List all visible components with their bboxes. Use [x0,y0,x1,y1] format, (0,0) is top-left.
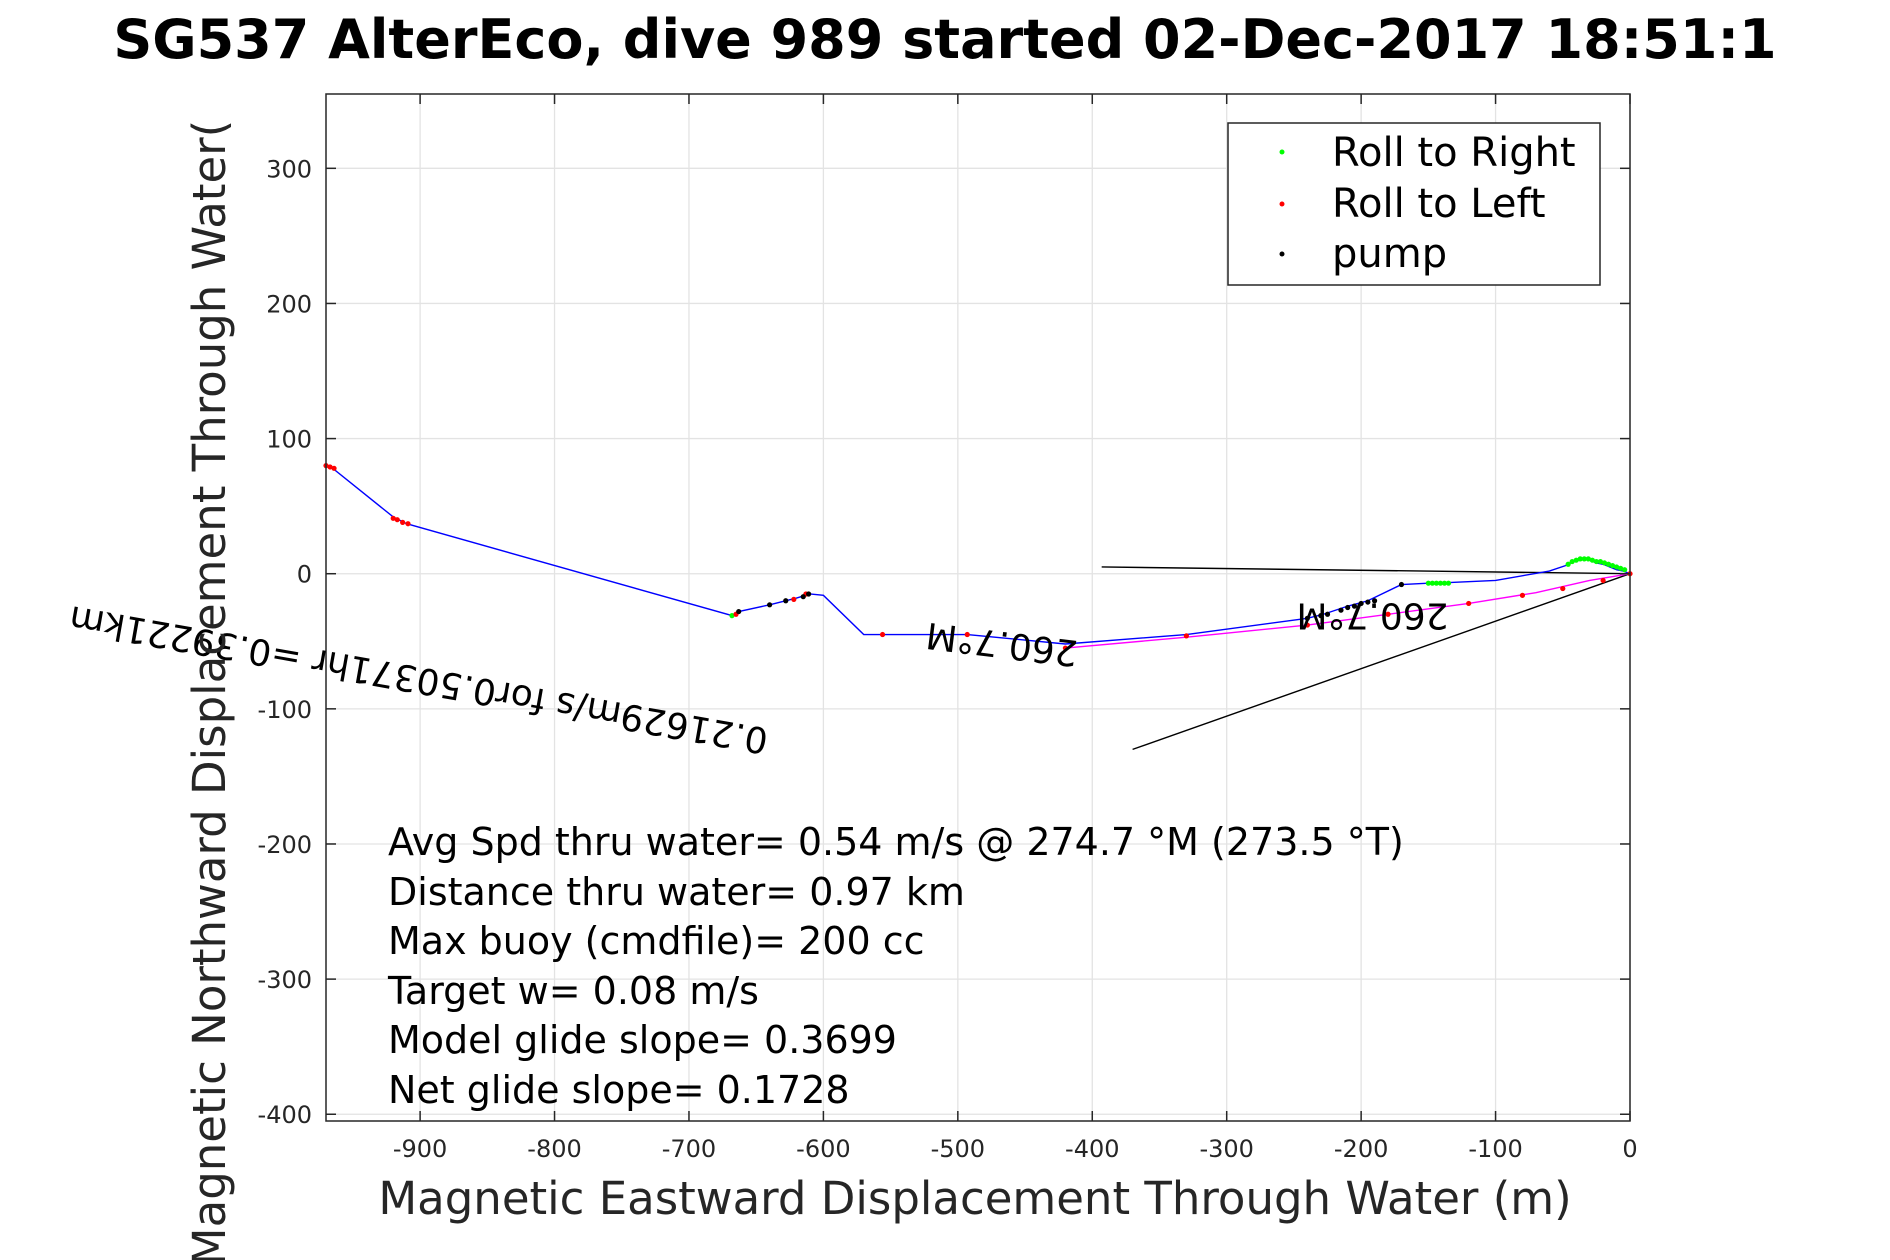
reference-line [1132,573,1631,751]
roll-right-point [1617,565,1624,571]
pump-point [783,598,789,604]
y-tick-label: 300 [266,155,312,183]
annotation-text: 260.7°M [1296,594,1448,635]
stats-block: Avg Spd thru water= 0.54 m/s @ 274.7 °M … [387,820,1404,1112]
roll-right-point [1437,580,1444,586]
y-tick-label: 0 [297,561,312,589]
x-tick-label: -200 [1334,1135,1388,1163]
roll-left-point [327,464,333,470]
stat-distance: Distance thru water= 0.97 km [388,870,965,914]
roll-right-point [1597,558,1604,565]
roll-right-point [1622,567,1628,573]
pump-point [1398,581,1405,588]
roll-left-point [1385,611,1391,617]
pump-point [800,594,806,600]
roll-left-point [331,465,337,471]
roll-right-point [1425,580,1431,586]
legend-marker-roll-left [1279,201,1285,207]
y-axis-ticks: -400 -300 -200 -100 0 100 200 300 [258,155,1630,1129]
x-tick-label: -900 [393,1135,447,1163]
roll-left-point [1560,585,1566,592]
legend-label-pump: pump [1332,231,1447,277]
roll-left-point [879,631,886,638]
roll-left-point [1466,600,1472,607]
chart-title: SG537 AlterEco, dive 989 started 02-Dec-… [113,8,1776,71]
roll-right-point [1445,580,1452,586]
legend-marker-roll-right [1279,149,1285,155]
pump-point [1304,615,1310,621]
stat-avg-speed: Avg Spd thru water= 0.54 m/s @ 274.7 °M … [388,820,1404,864]
pump-point [1338,607,1344,613]
x-tick-label: -300 [1199,1135,1253,1163]
pump-point [1358,600,1364,607]
pump-point [1371,598,1378,604]
legend-label-roll-right: Roll to Right [1332,130,1576,176]
roll-right-point [1581,556,1587,562]
y-tick-label: 200 [266,290,312,318]
roll-left-point [405,521,411,527]
roll-right-point [1593,558,1599,565]
pump-point [736,608,742,615]
roll-right-point [1429,580,1435,586]
roll-left-point [1304,622,1310,628]
roll-left-point [1062,645,1068,651]
roll-right-point [1609,563,1616,569]
roll-right-point [1577,556,1583,562]
stat-net-glide-slope: Net glide slope= 0.1728 [388,1068,850,1112]
x-axis-label: Magnetic Eastward Displacement Through W… [378,1172,1571,1225]
roll-left-point [1519,592,1526,598]
roll-right-point [1441,580,1448,586]
roll-right-point [1585,556,1591,562]
roll-right-point [1569,558,1575,565]
legend-marker-pump [1279,251,1285,257]
point-series [323,463,1633,651]
grid [326,94,1631,1121]
glide-model-line [1065,573,1631,649]
legend-box [1227,122,1601,286]
roll-right-point [1613,564,1620,570]
pump-point [767,602,773,608]
x-tick-label: 0 [1622,1135,1637,1163]
roll-right-point [729,613,735,619]
x-tick-label: -400 [1065,1135,1119,1163]
pump-point [1324,611,1331,617]
y-axis-label: Magnetic Northward Displacement Through … [183,120,236,1260]
pump-point [1345,604,1351,611]
roll-right-point [1573,557,1579,563]
y-tick-label: -300 [258,966,312,994]
roll-right-point [1605,561,1612,567]
x-tick-label: -700 [662,1135,716,1163]
stat-target-w: Target w= 0.08 m/s [387,969,759,1013]
legend-label-roll-left: Roll to Left [1332,181,1546,227]
stat-max-buoy: Max buoy (cmdfile)= 200 cc [388,919,925,963]
y-tick-label: -200 [258,831,312,859]
pump-point [806,591,812,597]
pump-point [1318,613,1324,619]
stat-model-glide-slope: Model glide slope= 0.3699 [388,1018,897,1062]
y-tick-label: -100 [258,696,312,724]
roll-left-point [1183,633,1189,639]
roll-left-point [394,517,400,523]
pump-point [1351,603,1358,609]
legend: Roll to Right Roll to Left pump [1227,122,1601,286]
x-axis-ticks: -900 -800 -700 -600 -500 -400 -300 -200 -100 0 [393,94,1638,1163]
x-tick-label: -100 [1468,1135,1522,1163]
roll-left-point [791,596,797,602]
roll-left-point [1600,577,1606,584]
plot-frame [325,93,1631,1122]
y-tick-label: 100 [266,426,312,454]
roll-left-point [964,631,970,638]
x-tick-label: -500 [931,1135,985,1163]
pump-point [1365,599,1371,605]
x-tick-label: -600 [796,1135,850,1163]
roll-right-point [1565,561,1571,567]
roll-right-point [1601,560,1608,566]
roll-right-point [1433,580,1440,586]
roll-right-point [1589,557,1595,563]
roll-left-point [390,515,396,521]
x-tick-label: -800 [527,1135,581,1163]
y-tick-label: -400 [258,1101,312,1129]
roll-left-point [400,519,406,525]
